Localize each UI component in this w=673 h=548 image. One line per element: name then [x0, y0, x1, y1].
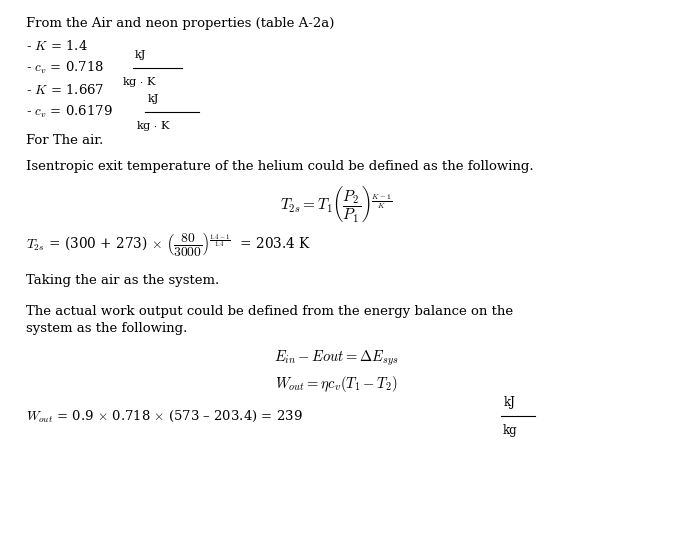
Text: system as the following.: system as the following.	[26, 322, 187, 335]
Text: From the Air and neon properties (table A-2a): From the Air and neon properties (table …	[26, 16, 334, 30]
Text: $T_{2s}$ = (300 + 273) $\times$ $\left(\dfrac{80}{3000}\right)^{\frac{1.4-1}{1.4: $T_{2s}$ = (300 + 273) $\times$ $\left(\…	[26, 231, 311, 259]
Text: kg $\cdot$ K: kg $\cdot$ K	[136, 119, 171, 133]
Text: $T_{2s} = T_1 \left(\dfrac{P_2}{P_1}\right)^{\frac{K-1}{K}}$: $T_{2s} = T_1 \left(\dfrac{P_2}{P_1}\rig…	[280, 184, 393, 224]
Text: $W_{out}$ = 0.9 $\times$ 0.718 $\times$ (573 – 203.4) = 239: $W_{out}$ = 0.9 $\times$ 0.718 $\times$ …	[26, 409, 302, 424]
Text: - $\mathit{K}$ = 1.4: - $\mathit{K}$ = 1.4	[26, 39, 87, 53]
Text: $W_{out} = \eta c_v (T_1 - T_2)$: $W_{out} = \eta c_v (T_1 - T_2)$	[275, 374, 398, 393]
Text: Taking the air as the system.: Taking the air as the system.	[26, 274, 219, 287]
Text: - $\mathit{K}$ = 1.667: - $\mathit{K}$ = 1.667	[26, 83, 104, 97]
Text: kJ: kJ	[503, 396, 516, 409]
Text: kJ: kJ	[135, 50, 145, 60]
Text: kg $\cdot$ K: kg $\cdot$ K	[122, 75, 157, 89]
Text: The actual work output could be defined from the energy balance on the: The actual work output could be defined …	[26, 305, 513, 318]
Text: For The air.: For The air.	[26, 134, 103, 147]
Text: $E_{in} - Eout = \Delta E_{sys}$: $E_{in} - Eout = \Delta E_{sys}$	[274, 348, 399, 368]
Text: kg: kg	[502, 424, 517, 437]
Text: - $\mathit{c_v}$ = 0.718: - $\mathit{c_v}$ = 0.718	[26, 60, 104, 76]
Text: - $\mathit{c_v}$ = 0.6179: - $\mathit{c_v}$ = 0.6179	[26, 104, 112, 120]
Text: kJ: kJ	[148, 94, 159, 104]
Text: Isentropic exit temperature of the helium could be defined as the following.: Isentropic exit temperature of the heliu…	[26, 159, 533, 173]
